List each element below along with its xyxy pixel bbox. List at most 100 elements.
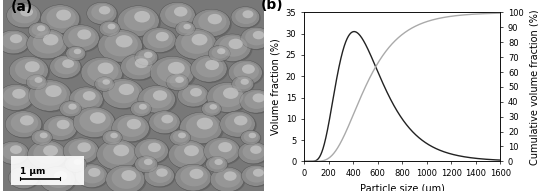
Circle shape	[153, 90, 167, 101]
Circle shape	[232, 7, 261, 28]
Circle shape	[221, 112, 257, 138]
Circle shape	[6, 3, 40, 28]
Circle shape	[77, 29, 91, 40]
Circle shape	[80, 109, 111, 132]
Circle shape	[64, 26, 101, 53]
Circle shape	[20, 7, 33, 17]
Circle shape	[215, 159, 223, 165]
Circle shape	[183, 24, 191, 29]
Circle shape	[192, 34, 208, 45]
Circle shape	[138, 157, 155, 170]
Circle shape	[10, 168, 40, 190]
Circle shape	[98, 62, 114, 74]
Circle shape	[131, 101, 151, 117]
Circle shape	[157, 59, 190, 83]
Circle shape	[176, 165, 213, 191]
Circle shape	[99, 21, 120, 36]
Circle shape	[156, 32, 169, 41]
Circle shape	[121, 54, 156, 80]
Circle shape	[150, 56, 194, 89]
Circle shape	[76, 165, 109, 189]
Circle shape	[111, 167, 141, 189]
Circle shape	[168, 140, 208, 169]
Circle shape	[242, 131, 261, 145]
Y-axis label: Cumulative volume fraction (%): Cumulative volume fraction (%)	[529, 9, 538, 165]
Circle shape	[171, 130, 192, 146]
Circle shape	[239, 143, 270, 165]
Circle shape	[148, 143, 161, 152]
Circle shape	[29, 76, 45, 87]
Circle shape	[214, 34, 251, 62]
Circle shape	[152, 58, 196, 90]
Circle shape	[207, 157, 229, 173]
Circle shape	[135, 58, 148, 68]
Circle shape	[117, 6, 159, 36]
Circle shape	[209, 157, 225, 169]
Circle shape	[208, 84, 249, 113]
Circle shape	[10, 145, 22, 154]
Circle shape	[240, 79, 249, 85]
Circle shape	[233, 62, 259, 81]
Circle shape	[127, 119, 141, 129]
Circle shape	[65, 156, 87, 172]
Circle shape	[80, 166, 104, 183]
Circle shape	[186, 115, 218, 138]
Circle shape	[232, 76, 254, 92]
Circle shape	[7, 112, 43, 139]
Circle shape	[31, 130, 52, 145]
Y-axis label: Volume fraction (%): Volume fraction (%)	[270, 39, 280, 135]
Circle shape	[160, 2, 195, 28]
Circle shape	[98, 141, 140, 171]
Circle shape	[104, 80, 145, 110]
Circle shape	[46, 7, 76, 28]
Circle shape	[209, 46, 231, 62]
Circle shape	[90, 112, 105, 124]
Circle shape	[180, 166, 208, 186]
Circle shape	[75, 164, 108, 188]
Circle shape	[235, 77, 251, 89]
Circle shape	[232, 77, 254, 93]
Circle shape	[34, 82, 67, 106]
Circle shape	[29, 30, 69, 60]
Circle shape	[225, 113, 252, 133]
Circle shape	[209, 139, 237, 160]
Circle shape	[229, 39, 243, 49]
Circle shape	[194, 10, 232, 38]
Circle shape	[173, 131, 188, 142]
Circle shape	[243, 10, 253, 18]
Circle shape	[161, 115, 173, 123]
Circle shape	[40, 133, 48, 138]
Circle shape	[229, 60, 263, 85]
Circle shape	[241, 90, 273, 114]
Circle shape	[134, 156, 158, 173]
Circle shape	[102, 22, 118, 34]
Circle shape	[43, 34, 59, 45]
Circle shape	[179, 85, 210, 108]
X-axis label: Particle size (μm): Particle size (μm)	[360, 184, 444, 191]
Circle shape	[73, 107, 115, 138]
Circle shape	[95, 77, 115, 92]
Circle shape	[238, 142, 268, 164]
Circle shape	[33, 31, 63, 54]
Circle shape	[54, 57, 78, 74]
Circle shape	[175, 21, 195, 36]
Circle shape	[246, 167, 267, 183]
Circle shape	[122, 170, 136, 181]
Circle shape	[65, 139, 100, 165]
Circle shape	[217, 48, 225, 54]
Circle shape	[234, 116, 247, 125]
Circle shape	[45, 85, 62, 97]
Circle shape	[181, 114, 224, 145]
Circle shape	[213, 85, 243, 107]
Circle shape	[144, 165, 174, 187]
Circle shape	[218, 142, 232, 152]
Circle shape	[74, 49, 81, 54]
Circle shape	[102, 79, 110, 85]
Circle shape	[66, 157, 88, 173]
Circle shape	[244, 91, 269, 109]
Circle shape	[252, 93, 265, 102]
Circle shape	[249, 133, 256, 138]
Circle shape	[3, 86, 30, 106]
Circle shape	[136, 50, 159, 66]
Circle shape	[91, 4, 114, 21]
